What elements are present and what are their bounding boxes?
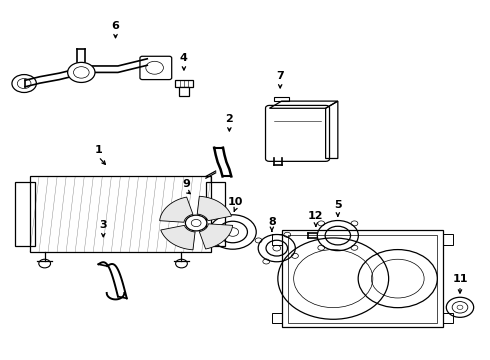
Text: 6: 6: [112, 21, 120, 31]
Polygon shape: [197, 196, 232, 221]
Text: 4: 4: [180, 53, 188, 63]
Bar: [443, 313, 453, 323]
Text: 11: 11: [452, 274, 468, 284]
Text: 9: 9: [182, 179, 190, 189]
Polygon shape: [161, 225, 195, 250]
Bar: [179, 87, 189, 96]
Text: 8: 8: [268, 217, 276, 226]
Bar: [272, 313, 282, 323]
Polygon shape: [199, 224, 233, 249]
Bar: [206, 182, 225, 246]
Bar: [272, 234, 282, 244]
Bar: [175, 80, 193, 87]
Bar: [274, 97, 289, 101]
Bar: [282, 230, 443, 327]
Polygon shape: [160, 197, 193, 222]
Bar: [443, 234, 453, 244]
Bar: [15, 182, 35, 246]
Bar: [288, 234, 437, 323]
Text: 12: 12: [308, 211, 323, 221]
Text: 1: 1: [95, 145, 102, 155]
Text: 7: 7: [276, 71, 284, 81]
Text: 10: 10: [227, 197, 243, 207]
Circle shape: [68, 62, 95, 82]
Text: 3: 3: [99, 220, 107, 230]
Bar: [30, 176, 211, 252]
Text: 5: 5: [334, 201, 342, 211]
Text: 2: 2: [225, 114, 233, 125]
Circle shape: [185, 215, 207, 231]
